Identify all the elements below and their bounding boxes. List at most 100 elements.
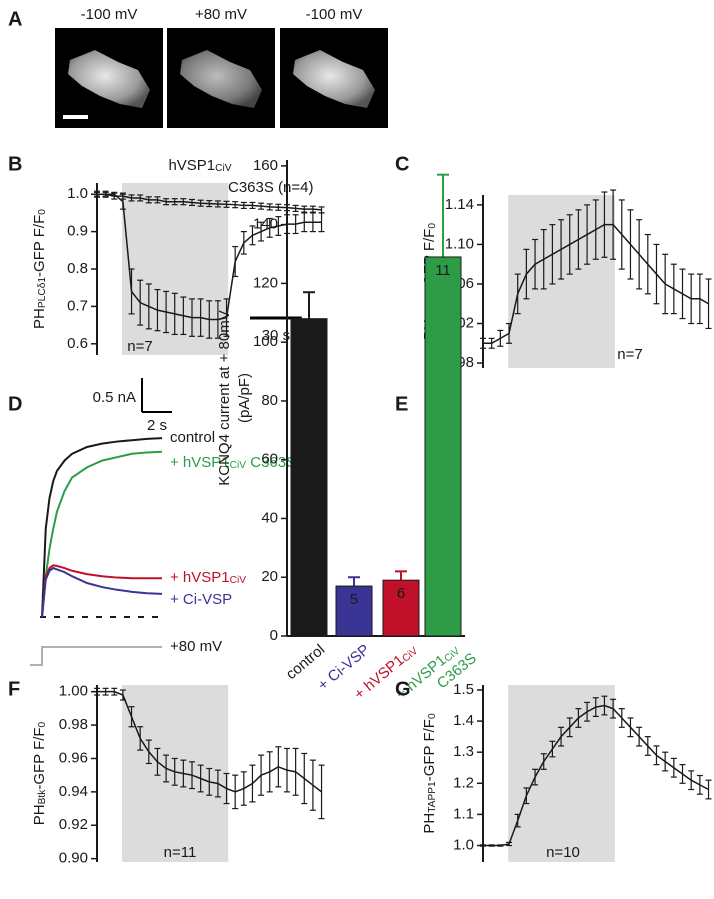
n-label: n=10 [546,844,580,861]
y-axis-label: KCNQ4 current at + 80mV [216,310,233,486]
y-tick-label: 1.3 [453,743,474,760]
bar [382,579,420,637]
current-trace [41,564,162,618]
scale-bar [63,115,88,119]
n-label: n=7 [617,346,642,363]
voltage-label: -100 mV [81,6,138,23]
trace-label: + hVSP1CiV [170,569,246,586]
y-tick-label: 80 [261,392,278,409]
y-tick-label: 40 [261,509,278,526]
error-bar [437,173,449,257]
current-trace [41,437,163,618]
y-tick-label: 1.2 [453,774,474,791]
text-run: PH [31,804,48,825]
subscript: CiV [230,460,247,471]
y-tick-label: 0.94 [59,783,88,800]
text-run: hVSP1 [168,157,215,174]
y-tick-label: 1.5 [453,681,474,698]
y-tick-label: 1.0 [67,185,88,202]
text-run: PH [31,308,48,329]
data-line [483,704,709,847]
y-tick-label: 1.0 [453,836,474,853]
stimulus-shade [508,685,615,862]
y-tick-label: 0.9 [67,223,88,240]
data-line [97,690,323,793]
text-run: -GFP F/F [31,727,48,789]
trace-label: control [170,429,215,446]
y-tick-label: 1.14 [445,196,474,213]
y-tick-label: 0.6 [67,335,88,352]
y-tick-label: 120 [253,274,278,291]
y-axis-label: PHPLCδ1-GFP F/F0 [31,209,48,329]
cell-image [68,50,150,108]
panel-letter: F [8,678,20,700]
scale-bar-label: 30 s [262,327,290,344]
y-tick-label: 0.98 [59,716,88,733]
subscript: 0 [427,223,438,229]
y-tick-label: 0.7 [67,297,88,314]
scale-bar-label: 0.5 nA [93,389,136,406]
panel-letter: C [395,153,409,175]
subscript: CiV [230,575,247,586]
text-run: PH [421,813,438,834]
y-tick-label: 1.10 [445,235,474,252]
panel-letter: A [8,8,22,30]
error-bar [348,576,360,587]
data-line [97,193,322,211]
y-tick-label: 1.4 [453,712,474,729]
chart-title: hVSP1CiV [168,157,231,174]
n-label: n=7 [127,338,152,355]
panel-letter: B [8,153,22,175]
y-tick-label: 0.96 [59,749,88,766]
subscript: 0 [37,721,48,727]
text-run: -GFP F/F [31,215,48,277]
voltage-label: +80 mV [195,6,247,23]
cell-image [180,50,262,108]
y-tick-label: 1.00 [59,683,88,700]
subscript: 0 [427,713,438,719]
y-tick-label: 0 [270,627,278,644]
micrograph [55,28,163,128]
n-label: 5 [350,591,358,608]
n-label: 6 [397,585,405,602]
n-label: 6 [305,324,313,341]
data-line [483,223,709,345]
n-label: n=11 [164,844,197,861]
voltage-label: -100 mV [306,6,363,23]
y-axis-label: PHTAPP1-GFP F/F0 [421,713,438,834]
y-axis-label: PHBtk-GFP F/F0 [31,721,48,825]
panel-letter: E [395,393,408,415]
current-trace [41,566,163,618]
voltage-step [30,646,162,666]
error-bar [303,291,315,319]
y-tick-label: 0.8 [67,260,88,277]
y-tick-label: 1.1 [453,805,474,822]
y-tick-label: 20 [261,568,278,585]
error-bar [395,570,407,581]
bar [335,585,373,637]
voltage-label: +80 mV [170,638,222,655]
text-run: + hVSP1 [170,454,230,471]
cell-image [293,50,375,108]
bar [290,318,328,637]
y-tick-label: 160 [253,157,278,174]
subscript: PLCδ1 [37,277,48,308]
y-tick-label: 140 [253,216,278,233]
text-run: + Ci-VSP [170,591,232,608]
subscript: 0 [37,209,48,215]
trace-label: + Ci-VSP [170,591,232,608]
y-tick-label: 60 [261,451,278,468]
text-run: + hVSP1 [170,569,230,586]
micrograph [280,28,388,128]
text-run: control [170,429,215,446]
text-run: -GFP F/F [421,719,438,781]
panel-letter: G [395,678,411,700]
y-axis-label: (pA/pF) [236,373,253,423]
series-label: C363S (n=4) [228,179,313,196]
y-tick-label: 100 [253,333,278,350]
text-run: C363S [246,454,296,471]
subscript: TAPP1 [427,781,438,813]
